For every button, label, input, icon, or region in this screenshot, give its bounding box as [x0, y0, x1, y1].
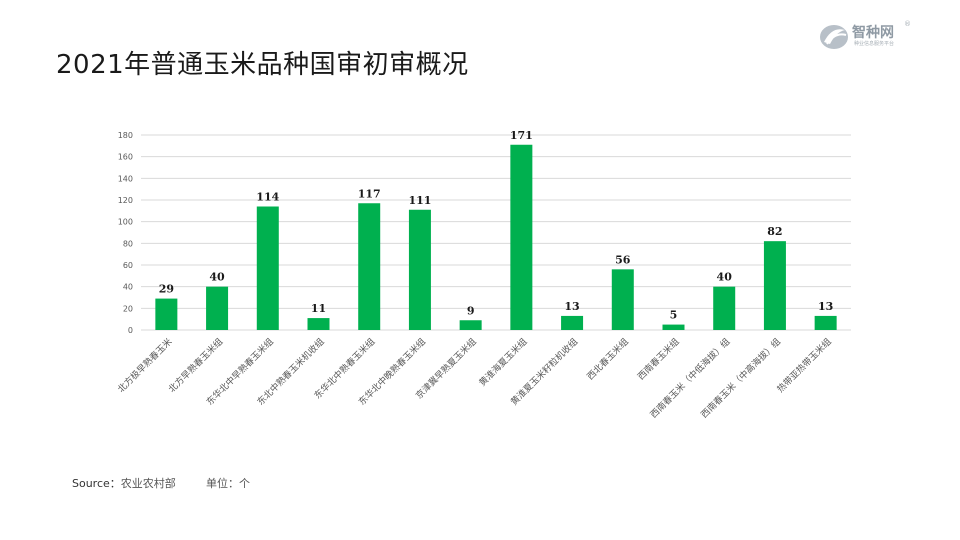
data-label: 9: [467, 304, 475, 317]
data-label: 82: [767, 225, 782, 238]
data-label: 56: [615, 253, 631, 266]
y-tick-label: 120: [118, 196, 133, 205]
source-value: 农业农村部: [120, 477, 176, 490]
bar-8: [561, 315, 584, 330]
y-tick-label: 80: [123, 239, 133, 248]
y-tick-label: 40: [123, 283, 133, 292]
data-label: 13: [564, 300, 579, 313]
x-category-label: 热带亚热带玉米组: [774, 336, 833, 395]
y-tick-label: 20: [123, 304, 133, 313]
bar-10: [662, 324, 685, 330]
bar-4: [358, 203, 381, 330]
data-label: 114: [256, 191, 279, 204]
bar-2: [256, 206, 279, 330]
brand-logo: 智种网 ® 种业信息服务平台: [818, 20, 938, 52]
bar-6: [459, 320, 482, 330]
y-tick-label: 60: [123, 261, 133, 270]
data-label: 29: [159, 283, 174, 296]
x-category-label: 北方极早熟春玉米: [115, 336, 174, 395]
bar-13: [814, 315, 837, 330]
x-category-label: 黄淮海夏玉米组: [476, 336, 529, 389]
bar-5: [408, 209, 431, 330]
source-label: Source：: [72, 477, 121, 490]
source-note: Source：农业农村部: [72, 475, 176, 491]
data-label: 171: [510, 129, 533, 142]
y-tick-label: 180: [118, 131, 133, 140]
bar-0: [155, 298, 178, 330]
bar-7: [510, 144, 533, 330]
logo-registered-mark: ®: [904, 20, 911, 28]
logo-text: 智种网: [852, 25, 894, 41]
bar-3: [307, 318, 330, 330]
data-label: 5: [670, 309, 678, 322]
data-label: 13: [818, 300, 833, 313]
bar-9: [611, 269, 634, 330]
x-category-label: 西南春玉米（中高海拔）组: [698, 336, 783, 421]
logo-icon: [820, 25, 848, 49]
y-tick-label: 160: [118, 153, 133, 162]
y-tick-label: 100: [118, 218, 133, 227]
page-title: 2021年普通玉米品种国审初审概况: [56, 50, 469, 80]
data-label: 40: [717, 271, 733, 284]
data-label: 111: [408, 194, 431, 207]
x-category-label: 西北春玉米组: [584, 336, 631, 383]
unit-note: 单位：个: [206, 477, 250, 490]
logo-subtitle: 种业信息服务平台: [854, 41, 895, 47]
bar-11: [713, 286, 736, 330]
data-label: 11: [311, 302, 326, 315]
x-category-label: 北方早熟春玉米组: [166, 336, 225, 395]
x-category-label: 西南春玉米（中低海拔）组: [647, 336, 732, 421]
y-tick-label: 140: [118, 174, 133, 183]
data-label: 117: [358, 187, 381, 200]
bar-1: [206, 286, 229, 330]
data-label: 40: [209, 271, 225, 284]
y-tick-label: 0: [128, 326, 133, 335]
x-category-label: 西南春玉米组: [635, 336, 682, 383]
bar-12: [763, 241, 786, 330]
